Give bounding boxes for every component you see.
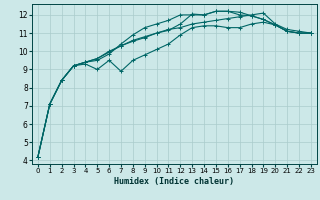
X-axis label: Humidex (Indice chaleur): Humidex (Indice chaleur) [115,177,234,186]
